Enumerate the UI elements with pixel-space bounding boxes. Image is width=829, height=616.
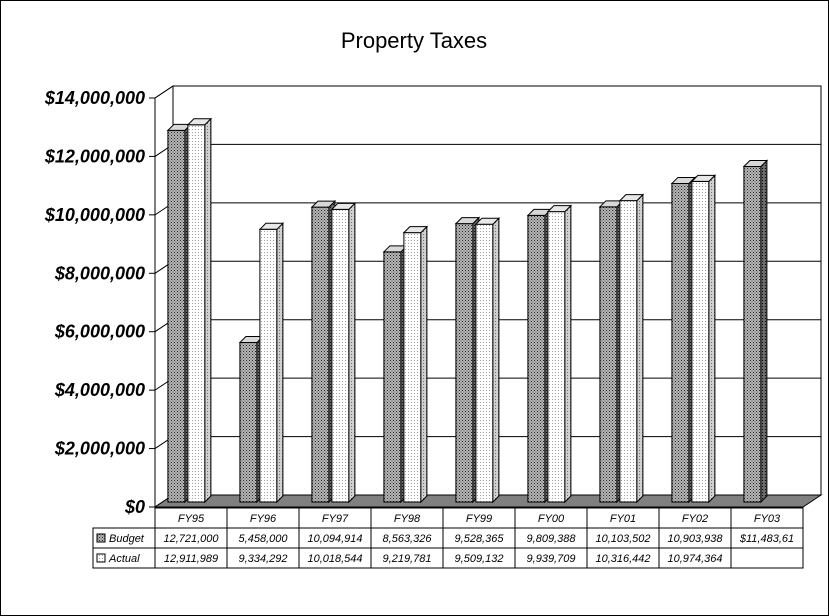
bar-side bbox=[348, 202, 356, 504]
legend-entry: Budget bbox=[109, 533, 145, 545]
bar-front bbox=[187, 124, 206, 503]
bar-front bbox=[547, 211, 566, 503]
data-label: 10,903,938 bbox=[667, 533, 723, 545]
y-tick-label: $8,000,000 bbox=[54, 263, 145, 283]
x-tick-label: FY00 bbox=[538, 513, 565, 525]
bar-top bbox=[330, 202, 357, 210]
data-label: 9,219,781 bbox=[383, 553, 432, 565]
data-label: 12,911,989 bbox=[164, 553, 218, 565]
bar-front bbox=[619, 200, 638, 503]
bar-actual bbox=[546, 204, 573, 504]
bar-front bbox=[671, 182, 690, 503]
bar-top bbox=[402, 226, 429, 234]
bar-top bbox=[474, 217, 501, 225]
bar-side bbox=[636, 193, 644, 504]
bar-actual bbox=[618, 193, 645, 504]
bar-top bbox=[670, 176, 697, 184]
data-label: 5,458,000 bbox=[239, 533, 289, 545]
bar-top bbox=[186, 118, 213, 126]
data-label: 9,334,292 bbox=[239, 553, 288, 565]
data-label: 9,939,709 bbox=[527, 553, 576, 565]
legend-key bbox=[96, 533, 106, 543]
bar-actual bbox=[474, 216, 501, 504]
bar-front bbox=[383, 251, 402, 503]
x-tick-label: FY02 bbox=[682, 513, 708, 525]
bar-front bbox=[527, 214, 546, 503]
data-label: 9,809,388 bbox=[527, 533, 577, 545]
bar-front bbox=[311, 206, 330, 503]
table-row bbox=[92, 547, 804, 569]
bar-front bbox=[259, 228, 278, 503]
data-label: 9,528,365 bbox=[455, 533, 505, 545]
bar-front bbox=[239, 342, 258, 503]
data-label: 10,018,544 bbox=[307, 553, 362, 565]
legend-key bbox=[96, 553, 106, 563]
x-tick-label: FY98 bbox=[394, 513, 421, 525]
bar-front bbox=[455, 223, 474, 503]
data-label: 10,094,914 bbox=[307, 533, 362, 545]
y-tick-label: $14,000,000 bbox=[44, 88, 145, 108]
y-tick-label: $2,000,000 bbox=[54, 439, 145, 459]
bar-side bbox=[204, 117, 212, 504]
x-tick-label: FY99 bbox=[466, 513, 492, 525]
bar-front bbox=[403, 232, 422, 503]
data-label: 10,316,442 bbox=[595, 553, 650, 565]
bar-actual bbox=[330, 202, 357, 504]
bar-actual bbox=[186, 117, 213, 504]
gridline-side bbox=[154, 85, 174, 99]
data-label: 12,721,000 bbox=[163, 533, 219, 545]
bar-top bbox=[454, 217, 481, 225]
bar-front bbox=[475, 223, 494, 503]
bar-actual bbox=[258, 222, 285, 504]
x-tick-label: FY03 bbox=[754, 513, 781, 525]
bar-top bbox=[690, 174, 717, 182]
bar-front bbox=[331, 208, 350, 503]
x-tick-label: FY01 bbox=[610, 513, 636, 525]
x-tick-label: FY97 bbox=[322, 513, 349, 525]
y-tick-label: $0 bbox=[124, 497, 145, 517]
bar-side bbox=[492, 216, 500, 504]
bar-front bbox=[743, 166, 762, 503]
chart-title: Property Taxes bbox=[341, 28, 487, 53]
bar-side bbox=[420, 225, 428, 504]
bar-budget bbox=[742, 159, 769, 504]
bar-side bbox=[760, 159, 768, 504]
y-tick-label: $6,000,000 bbox=[54, 322, 145, 342]
bar-front bbox=[167, 129, 186, 503]
data-label: 8,563,326 bbox=[383, 533, 433, 545]
bar-front bbox=[691, 180, 710, 503]
data-label: 9,509,132 bbox=[455, 553, 504, 565]
bar-top bbox=[618, 194, 645, 202]
bar-actual bbox=[690, 174, 717, 504]
bar-side bbox=[564, 204, 572, 504]
bar-top bbox=[258, 222, 285, 230]
x-tick-label: FY95 bbox=[178, 513, 205, 525]
data-label: $11,483,61 bbox=[739, 533, 794, 545]
bar-side bbox=[276, 222, 284, 504]
bar-top bbox=[546, 205, 573, 213]
bar-side bbox=[708, 174, 716, 504]
data-label: 10,103,502 bbox=[595, 533, 650, 545]
legend-entry: Actual bbox=[108, 553, 140, 565]
bar-front bbox=[599, 206, 618, 503]
y-tick-label: $12,000,000 bbox=[44, 146, 145, 166]
bar-actual bbox=[402, 225, 429, 504]
y-tick-label: $10,000,000 bbox=[44, 205, 145, 225]
bar-top bbox=[310, 200, 337, 208]
x-tick-label: FY96 bbox=[250, 513, 277, 525]
data-label: 10,974,364 bbox=[667, 553, 722, 565]
plot-area: $0 $2,000,000 $4,000,000 $6,000,000 $8,000,0… bbox=[44, 85, 823, 569]
y-tick-label: $4,000,000 bbox=[54, 380, 145, 400]
bar-top bbox=[742, 160, 769, 168]
